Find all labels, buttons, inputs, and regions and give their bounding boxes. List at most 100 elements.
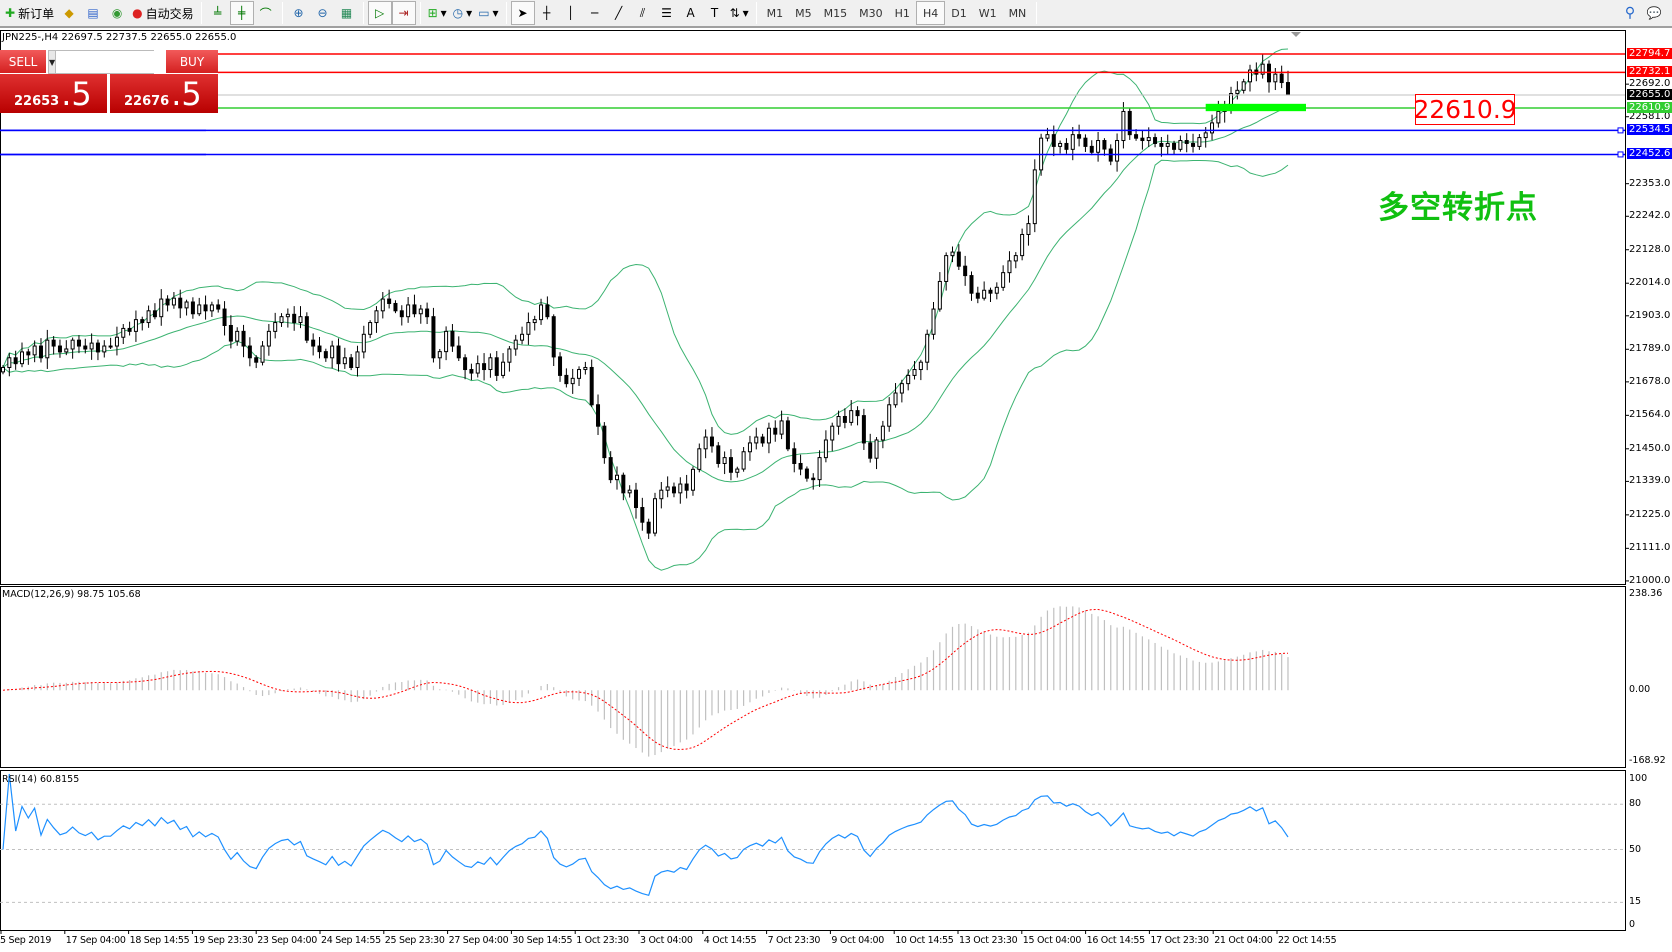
timeframe-m1[interactable]: M1 bbox=[766, 6, 784, 20]
new-order-button[interactable]: ✚ 新订单 bbox=[5, 6, 55, 21]
candle-body bbox=[83, 345, 88, 350]
rsi-pane-frame bbox=[0, 770, 1626, 931]
horizontal-line-button[interactable]: ─ bbox=[583, 1, 607, 25]
candle-body bbox=[874, 439, 879, 459]
price-chart[interactable] bbox=[0, 30, 1672, 952]
periods-icon: ◷ bbox=[452, 6, 464, 20]
candle-body bbox=[323, 351, 328, 359]
text-button[interactable]: A bbox=[679, 1, 703, 25]
zoom-out-button[interactable]: ⊖ bbox=[311, 1, 335, 25]
market-watch-button[interactable]: ◆ bbox=[57, 1, 81, 25]
candle-body bbox=[652, 498, 657, 534]
candle-body bbox=[26, 351, 31, 356]
price-axis-label: 22242.0 bbox=[1629, 210, 1671, 222]
candle-body bbox=[640, 507, 645, 523]
candlestick-button[interactable]: ╪ bbox=[229, 1, 254, 25]
horizontal-line-icon: ─ bbox=[590, 6, 599, 20]
macd-label: MACD(12,26,9) 98.75 105.68 bbox=[2, 589, 141, 600]
timeframe-w1[interactable]: W1 bbox=[978, 6, 997, 20]
arrows-icon: ⇅ bbox=[729, 6, 740, 20]
lot-decrease-button[interactable]: ▼ bbox=[49, 57, 56, 67]
bar-chart-button[interactable]: ╧ bbox=[206, 1, 230, 25]
candle-body bbox=[501, 361, 506, 376]
candle-body bbox=[1241, 81, 1246, 91]
templates-button[interactable]: ▭ ▾ bbox=[478, 6, 499, 20]
candle-body bbox=[254, 357, 259, 363]
candle-body bbox=[564, 374, 569, 385]
candle-body bbox=[190, 301, 195, 315]
candle-body bbox=[387, 298, 392, 304]
candle-body bbox=[412, 304, 417, 315]
fibonacci-button[interactable]: ☰ bbox=[655, 1, 679, 25]
candle-body bbox=[406, 304, 411, 318]
candle-body bbox=[209, 304, 214, 312]
candle-body bbox=[735, 468, 740, 473]
text-label-button[interactable]: T bbox=[703, 1, 727, 25]
candle-body bbox=[634, 489, 638, 509]
time-axis-label: 24 Sep 14:55 bbox=[321, 935, 381, 946]
auto-scroll-button[interactable]: ▷ bbox=[367, 1, 392, 25]
timeframe-mn[interactable]: MN bbox=[1008, 6, 1027, 20]
candle-body bbox=[539, 304, 544, 321]
candle-body bbox=[317, 345, 322, 353]
sell-button[interactable]: SELL bbox=[0, 50, 46, 74]
candle-body bbox=[469, 369, 474, 374]
timeframe-m15[interactable]: M15 bbox=[823, 6, 848, 20]
macd-axis-label: 238.36 bbox=[1629, 588, 1663, 599]
rsi-axis-label: 80 bbox=[1629, 798, 1642, 810]
crosshair-button[interactable]: ┼ bbox=[535, 1, 559, 25]
vertical-line-button[interactable]: │ bbox=[559, 1, 583, 25]
timeframe-m5[interactable]: M5 bbox=[795, 6, 812, 20]
trendline-button[interactable]: ╱ bbox=[607, 1, 631, 25]
buy-price-button[interactable]: 22676.5 bbox=[110, 74, 218, 113]
chart-shift-button[interactable]: ⇥ bbox=[391, 1, 416, 25]
cursor-button[interactable]: ➤ bbox=[510, 1, 535, 25]
price-annotation-box[interactable]: 22610.9 bbox=[1413, 94, 1517, 125]
tile-windows-button[interactable]: ▦ bbox=[335, 1, 359, 25]
candle-body bbox=[678, 483, 683, 494]
candle-body bbox=[1159, 142, 1164, 147]
candle-body bbox=[1007, 260, 1012, 274]
candle-body bbox=[1089, 145, 1094, 153]
rsi-axis-label: 100 bbox=[1629, 773, 1648, 784]
price-axis-label: 21903.0 bbox=[1629, 309, 1671, 321]
candle-body bbox=[988, 289, 993, 294]
indicators-button[interactable]: ⊞ ▾ bbox=[427, 6, 447, 20]
zoom-in-button[interactable]: ⊕ bbox=[287, 1, 311, 25]
candle-body bbox=[1026, 223, 1031, 235]
buy-button[interactable]: BUY bbox=[166, 50, 218, 74]
arrows-button[interactable]: ⇅ ▾ bbox=[729, 6, 749, 20]
signals-button[interactable]: ◉ bbox=[105, 1, 129, 25]
candle-body bbox=[716, 445, 721, 464]
candle-body bbox=[969, 275, 974, 294]
candle-body bbox=[1083, 137, 1088, 147]
candle-body bbox=[1235, 89, 1240, 95]
timeframe-h1[interactable]: H1 bbox=[894, 6, 910, 20]
candle-body bbox=[260, 345, 265, 363]
candle-body bbox=[1191, 142, 1196, 147]
line-chart-button[interactable]: ⌒ bbox=[254, 1, 278, 25]
candle-body bbox=[975, 292, 980, 299]
cursor-icon: ➤ bbox=[517, 6, 528, 20]
sell-price-button[interactable]: 22653.5 bbox=[0, 74, 107, 113]
timeframe-d1[interactable]: D1 bbox=[951, 6, 967, 20]
timeframe-h4[interactable]: H4 bbox=[915, 1, 946, 25]
channel-button[interactable]: ⫽ bbox=[631, 1, 655, 25]
chat-button[interactable]: 💬 bbox=[1642, 1, 1666, 25]
turning-point-annotation[interactable]: 多空转折点 bbox=[1378, 190, 1538, 226]
vertical-line-icon: │ bbox=[566, 6, 575, 20]
auto-trading-button[interactable]: ● 自动交易 bbox=[132, 6, 194, 21]
candle-body bbox=[697, 448, 702, 470]
navigator-button[interactable]: ▤ bbox=[81, 1, 105, 25]
candle-body bbox=[1279, 73, 1284, 84]
search-icon: ⚲ bbox=[1624, 5, 1636, 21]
candle-body bbox=[1134, 134, 1139, 139]
timeframe-m30[interactable]: M30 bbox=[859, 6, 883, 20]
candle-body bbox=[532, 319, 537, 324]
candle-body bbox=[76, 339, 81, 347]
candle-body bbox=[779, 420, 784, 435]
price-axis-label: 21789.0 bbox=[1629, 343, 1671, 355]
periods-button[interactable]: ◷ ▾ bbox=[452, 6, 473, 20]
search-button[interactable]: ⚲ bbox=[1618, 1, 1642, 25]
candle-body bbox=[602, 425, 607, 459]
